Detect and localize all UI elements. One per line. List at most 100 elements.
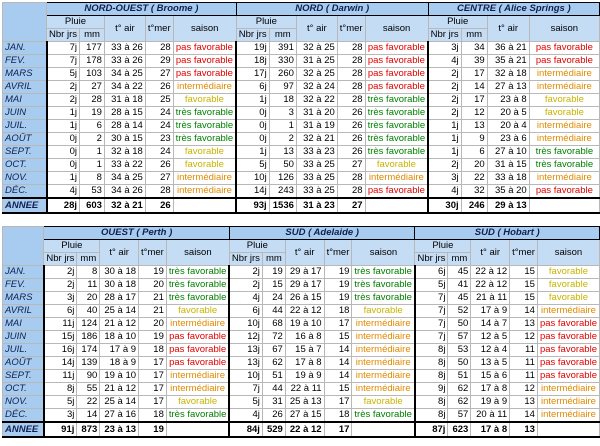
header: Pluie [414, 239, 472, 253]
cell: 25 à 14 [99, 304, 140, 318]
month-label: JUIL. [1, 119, 48, 133]
cell: 14 [323, 356, 353, 370]
cell: 2 [268, 132, 297, 146]
cell: 19 à 9 [470, 395, 511, 409]
cell: 22 à 11 [284, 382, 325, 396]
cell: 51 [447, 369, 472, 383]
header: t°mer [323, 239, 353, 266]
cell: 2j [42, 265, 78, 279]
cell: 19 à 9 [284, 369, 325, 383]
saison: intermédiaire [536, 304, 600, 318]
cell: 4j [427, 54, 462, 68]
cell: 21 à 12 [99, 317, 140, 331]
cell: 12 à 5 [470, 330, 511, 344]
cell: 31 à 15 [486, 158, 530, 172]
cell: 24 [144, 119, 174, 133]
saison: pas favorable [364, 67, 429, 81]
cell: 1j [45, 119, 81, 133]
cell: 20 [138, 317, 167, 331]
cell: 260 [268, 67, 297, 81]
cell: 4j [228, 291, 263, 305]
cell: 12 [509, 382, 538, 396]
cell: 40 [76, 304, 101, 318]
cell: 11 [76, 278, 101, 292]
header: t° air [99, 239, 140, 266]
table-body: OUEST ( Perth ) SUD ( Adelaide ) SUD ( Hob… [1, 226, 600, 438]
cell: 28 [144, 41, 174, 55]
saison: pas favorable [536, 343, 600, 357]
cell: 33 à 18 [486, 171, 530, 185]
cell: 32 à 25 [295, 41, 338, 55]
total-cell: 17 [323, 421, 353, 438]
corner-cell [1, 2, 48, 42]
saison: intermédiaire [528, 119, 600, 133]
cell: 28 [336, 171, 366, 185]
corner-cell [1, 226, 45, 266]
month-row: JUIL. 1j 6 28 à 14 24 très favorable 0j 1 31 à 1… [1, 119, 600, 133]
cell: 1j [235, 145, 270, 159]
month-row: JUIN 1j 19 28 à 15 24 très favorable 0j 3 31 à 2… [1, 106, 600, 120]
cell: 15 [323, 330, 353, 344]
cell: 24 [144, 106, 174, 120]
saison: intermédiaire [172, 80, 237, 94]
month-label: JAN. [1, 265, 45, 279]
month-row: MAI 11j 124 21 à 12 20 intermédiaire 10j 68 19 à… [1, 317, 600, 331]
cell: 8j [413, 395, 449, 409]
saison: intermédiaire [351, 356, 416, 370]
cell: 17 à 8 [284, 356, 325, 370]
saison: intermédiaire [351, 317, 416, 331]
cell: 18 à 9 [99, 356, 140, 370]
total-cell: 84j [228, 421, 263, 438]
cell: 14 [323, 343, 353, 357]
month-label: JAN. [1, 41, 48, 55]
cell: 18 [138, 343, 167, 357]
saison: très favorable [528, 158, 600, 172]
cell: 28 [336, 67, 366, 81]
cell: 2 [79, 132, 105, 146]
month-row: MARS 3j 20 28 à 17 21 très favorable 4j 24 26 à … [1, 291, 600, 305]
cell: 29 [144, 54, 174, 68]
cell: 2j [427, 67, 462, 81]
cell: 126 [268, 171, 297, 185]
cell: 23 à 6 [486, 132, 530, 146]
cell: 1j [427, 132, 462, 146]
cell: 32 [460, 184, 488, 199]
month-label: AOÛT [1, 356, 45, 370]
month-label: SEPT. [1, 145, 48, 159]
cell: 31 à 18 [103, 93, 146, 107]
cell: 24 [144, 145, 174, 159]
header: saison [351, 239, 416, 266]
cell: 28 [336, 184, 366, 199]
cell: 14 à 7 [470, 317, 511, 331]
cell: 57 [447, 330, 472, 344]
header: mm [261, 252, 286, 266]
saison: pas favorable [536, 330, 600, 344]
cell: 15 [509, 265, 538, 279]
cell: 0j [235, 106, 270, 120]
saison: pas favorable [172, 67, 237, 81]
month-label: FEV. [1, 54, 48, 68]
cell: 20 à 4 [486, 119, 530, 133]
cell: 2j [45, 80, 81, 94]
cell: 13 à 5 [470, 356, 511, 370]
cell: 3j [427, 171, 462, 185]
cell: 2j [42, 278, 78, 292]
cell: 20 [138, 278, 167, 292]
cell: 20 à 5 [486, 106, 530, 120]
cell: 17 à 9 [470, 304, 511, 318]
cell: 7j [45, 41, 81, 55]
total-cell: 529 [261, 421, 286, 438]
cell: 20 [460, 158, 488, 172]
saison: très favorable [351, 408, 416, 423]
cell: 28 [79, 93, 105, 107]
month-label: AVRIL [1, 304, 45, 318]
total-cell: 246 [460, 197, 488, 214]
header: t° air [295, 15, 338, 42]
cell: 62 [447, 382, 472, 396]
cell: 18 [323, 408, 353, 423]
cell: 3j [427, 41, 462, 55]
cell: 3 [268, 106, 297, 120]
cell: 124 [76, 317, 101, 331]
month-label: DÉC. [1, 184, 48, 199]
cell: 15 [261, 278, 286, 292]
